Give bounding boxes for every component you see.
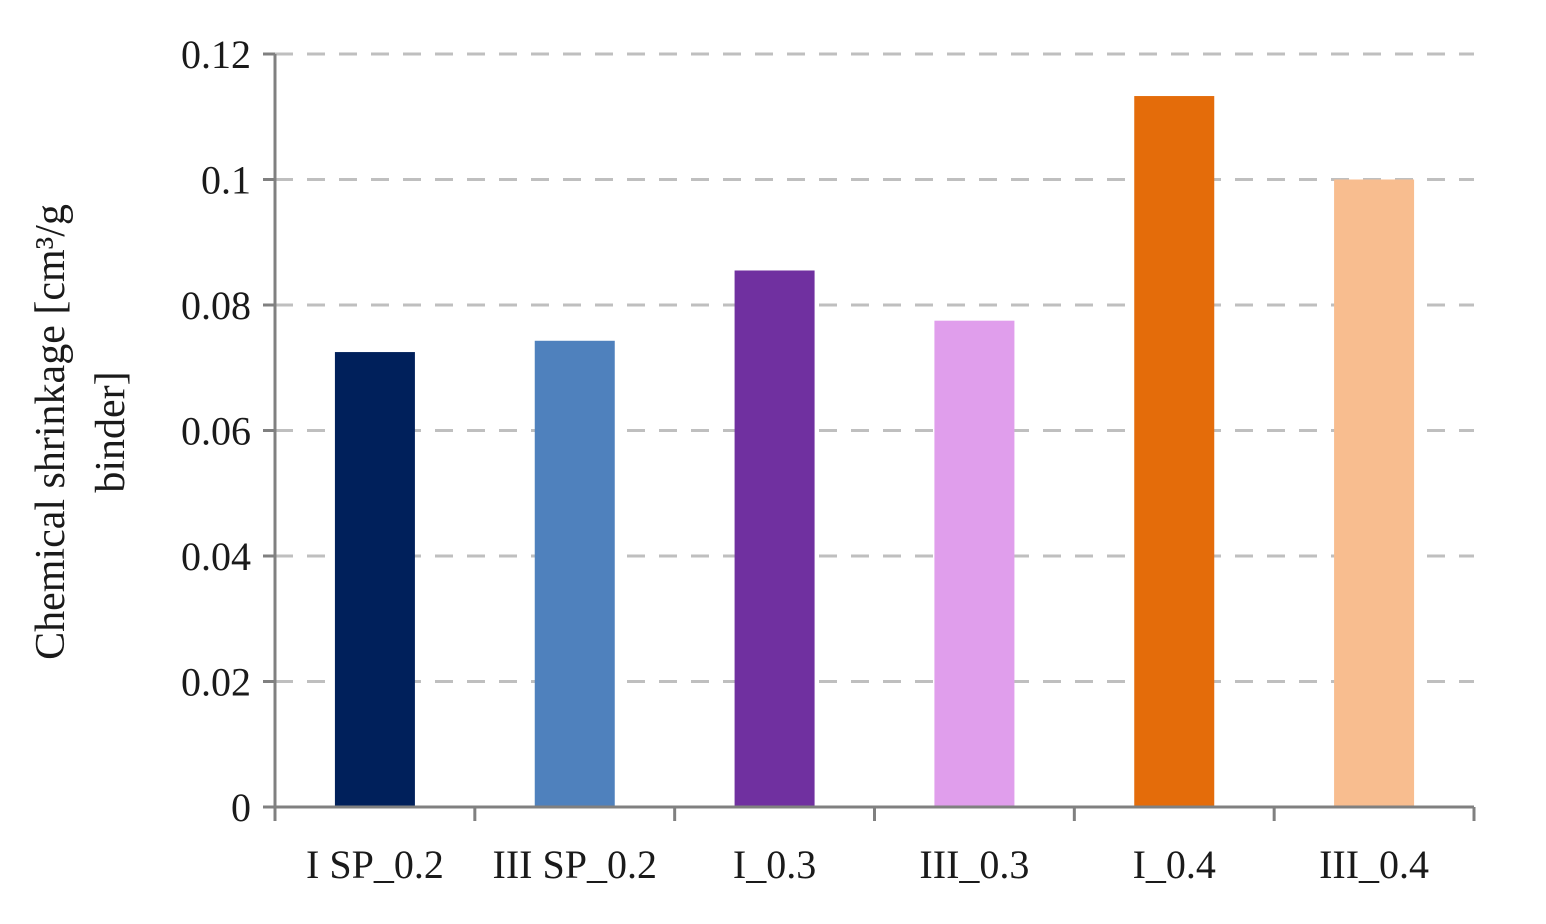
y-tick-labels: 0 0.02 0.04 0.06 0.08 0.1 0.12 — [181, 32, 251, 830]
gridlines — [275, 52, 1474, 683]
x-tick-label: I SP_0.2 — [306, 842, 444, 887]
y-tick-label: 0.06 — [181, 409, 251, 454]
y-tick-label: 0.08 — [181, 283, 251, 328]
y-axis-title: Chemical shrinkage [cm³/g binder] — [28, 204, 134, 660]
bars — [334, 96, 1415, 808]
axes — [263, 52, 1476, 821]
y-tick-label: 0.1 — [201, 158, 251, 203]
y-axis-title-line-2: binder] — [88, 371, 134, 492]
x-tick-label: III_0.3 — [919, 842, 1029, 887]
y-axis-title-line-1: Chemical shrinkage [cm³/g — [28, 204, 74, 660]
y-tick-label: 0.12 — [181, 32, 251, 77]
x-tick-labels: I SP_0.2 III SP_0.2 I_0.3 III_0.3 I_0.4 III_0… — [306, 842, 1429, 887]
bar — [334, 352, 415, 807]
y-tick-label: 0.02 — [181, 660, 251, 705]
bar — [934, 320, 1015, 807]
x-tick-label: III_0.4 — [1319, 842, 1429, 887]
bar — [1334, 179, 1415, 807]
x-tick-label: I_0.4 — [1133, 842, 1216, 887]
bar — [1134, 96, 1215, 808]
bar — [734, 270, 815, 807]
y-tick-label: 0 — [231, 785, 251, 830]
bar — [534, 340, 615, 807]
x-tick-label: I_0.3 — [733, 842, 816, 887]
y-tick-label: 0.04 — [181, 534, 251, 579]
x-tick-label: III SP_0.2 — [493, 842, 657, 887]
